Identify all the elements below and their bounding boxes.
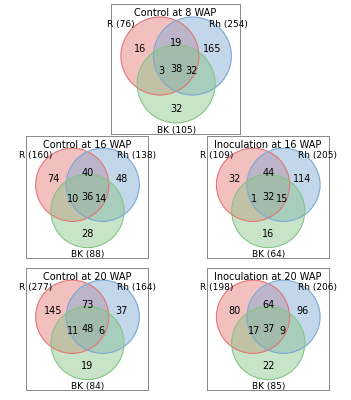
Text: 16: 16 — [134, 44, 146, 54]
Text: 73: 73 — [81, 300, 94, 310]
Text: 114: 114 — [293, 174, 312, 184]
Text: 32: 32 — [185, 66, 197, 76]
Circle shape — [121, 17, 199, 95]
Circle shape — [36, 148, 109, 222]
Text: 6: 6 — [98, 326, 105, 336]
Text: R (109): R (109) — [200, 151, 233, 160]
Text: 10: 10 — [67, 194, 80, 204]
Text: 40: 40 — [81, 168, 94, 178]
Text: BK (85): BK (85) — [252, 382, 285, 392]
Circle shape — [217, 280, 290, 354]
Text: 48: 48 — [115, 174, 128, 184]
Text: 16: 16 — [262, 229, 274, 239]
Circle shape — [153, 17, 231, 95]
Text: Control at 20 WAP: Control at 20 WAP — [42, 272, 131, 282]
Circle shape — [232, 174, 305, 248]
Text: BK (88): BK (88) — [71, 250, 104, 260]
Text: 22: 22 — [262, 361, 274, 371]
Text: Rh (254): Rh (254) — [209, 20, 248, 29]
Circle shape — [51, 174, 124, 248]
Text: 19: 19 — [81, 361, 94, 371]
Text: 32: 32 — [262, 192, 274, 202]
Text: R (198): R (198) — [200, 283, 233, 292]
Circle shape — [66, 148, 139, 222]
Text: Inoculation at 16 WAP: Inoculation at 16 WAP — [214, 140, 321, 150]
Text: 3: 3 — [158, 66, 164, 76]
Text: 32: 32 — [170, 104, 182, 114]
Text: 48: 48 — [81, 324, 94, 334]
Text: 38: 38 — [170, 64, 182, 74]
Text: R (277): R (277) — [19, 283, 52, 292]
Text: 19: 19 — [170, 38, 182, 48]
Text: Inoculation at 20 WAP: Inoculation at 20 WAP — [214, 272, 322, 282]
Text: 14: 14 — [95, 194, 108, 204]
Text: R (76): R (76) — [107, 20, 135, 29]
Text: 64: 64 — [262, 300, 274, 310]
Circle shape — [51, 306, 124, 380]
Text: R (160): R (160) — [19, 151, 52, 160]
Text: Rh (138): Rh (138) — [117, 151, 157, 160]
Text: 44: 44 — [262, 168, 274, 178]
Text: 37: 37 — [262, 324, 274, 334]
Text: Control at 16 WAP: Control at 16 WAP — [43, 140, 131, 150]
Text: Rh (205): Rh (205) — [298, 151, 337, 160]
Text: 1: 1 — [251, 194, 257, 204]
Text: 11: 11 — [67, 326, 80, 336]
Text: 145: 145 — [44, 306, 62, 316]
Text: 96: 96 — [296, 306, 309, 316]
Text: Control at 8 WAP: Control at 8 WAP — [134, 8, 217, 18]
Text: 80: 80 — [228, 306, 240, 316]
Text: 15: 15 — [276, 194, 289, 204]
Text: 37: 37 — [115, 306, 128, 316]
Circle shape — [36, 280, 109, 354]
Text: BK (105): BK (105) — [157, 126, 196, 135]
Text: 32: 32 — [228, 174, 240, 184]
Text: Rh (164): Rh (164) — [117, 283, 157, 292]
Circle shape — [247, 148, 320, 222]
Circle shape — [137, 45, 215, 123]
Text: BK (84): BK (84) — [71, 382, 104, 392]
Text: BK (64): BK (64) — [252, 250, 285, 260]
Circle shape — [217, 148, 290, 222]
Text: 9: 9 — [279, 326, 285, 336]
Circle shape — [66, 280, 139, 354]
Text: 17: 17 — [248, 326, 260, 336]
Circle shape — [232, 306, 305, 380]
Text: 28: 28 — [81, 229, 94, 239]
Text: Rh (206): Rh (206) — [298, 283, 337, 292]
Text: 165: 165 — [203, 44, 222, 54]
Text: 74: 74 — [47, 174, 60, 184]
Text: 36: 36 — [81, 192, 94, 202]
Circle shape — [247, 280, 320, 354]
